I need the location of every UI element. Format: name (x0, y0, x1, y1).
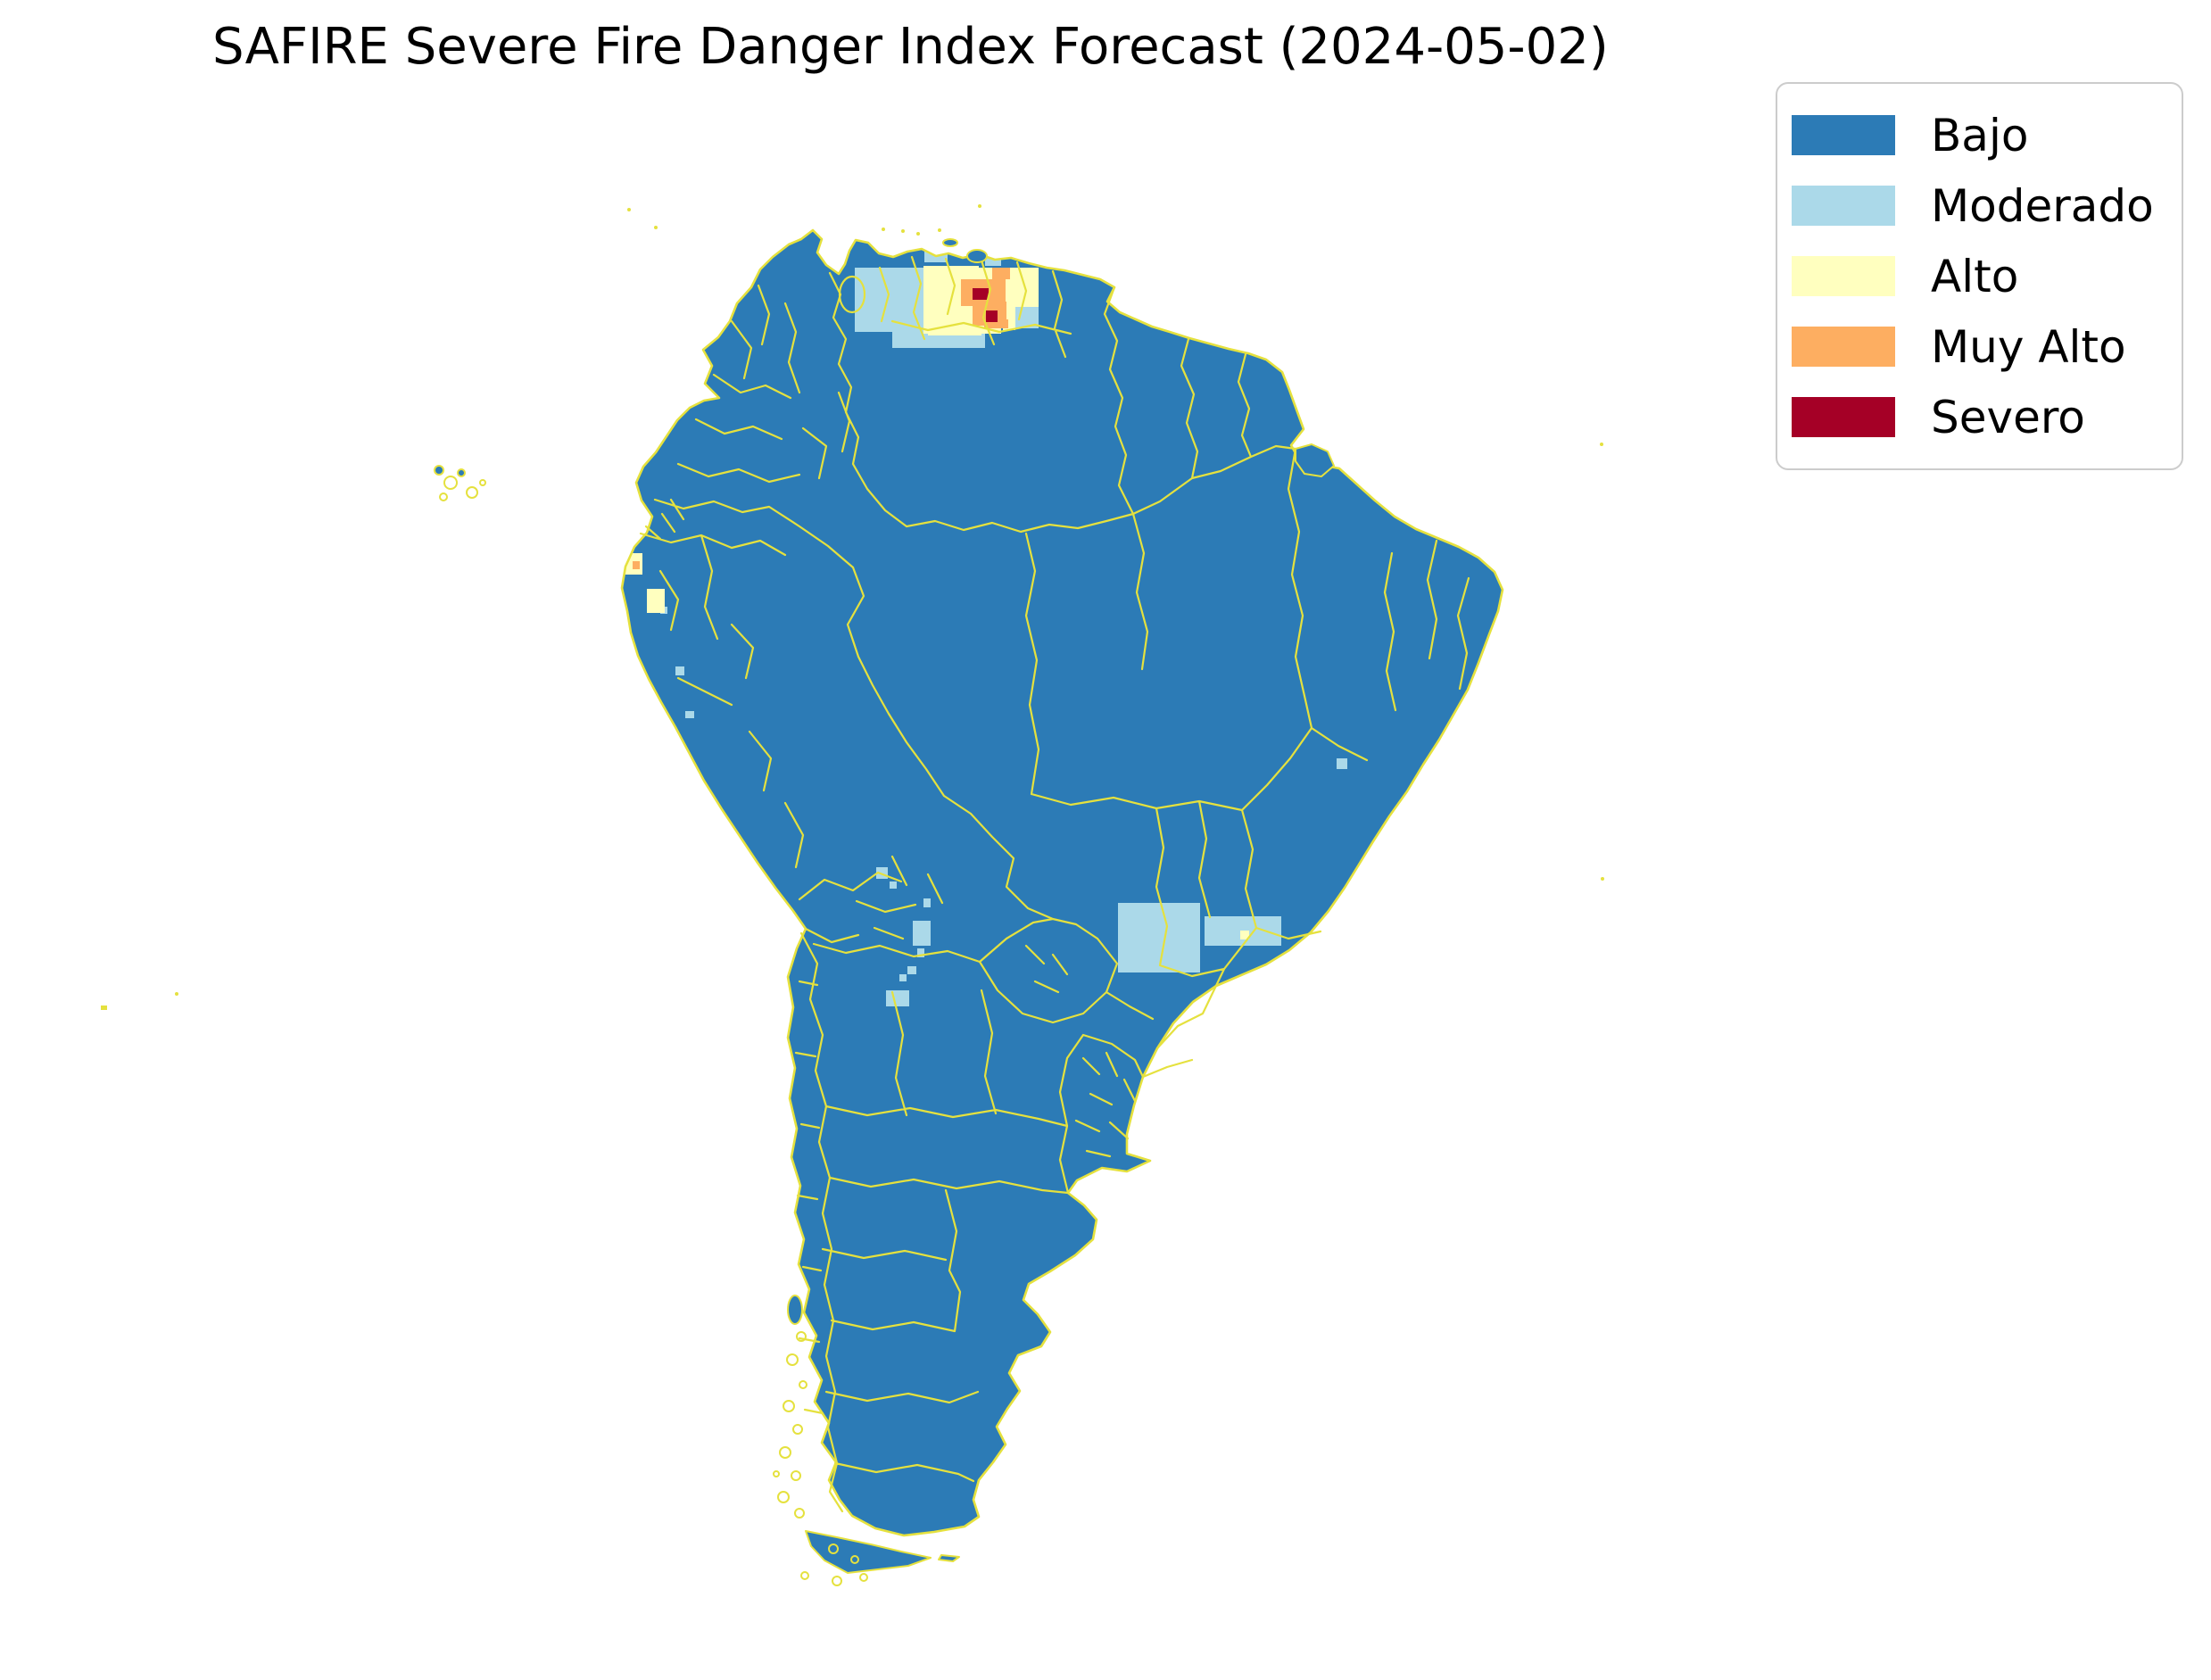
danger-cell-moderado (1337, 758, 1347, 769)
danger-cell-moderado (913, 921, 931, 946)
danger-cell-alto (1240, 931, 1249, 939)
danger-cell-moderado (899, 974, 907, 981)
legend-label-severo: Severo (1931, 391, 2085, 443)
margarita-island (942, 238, 958, 247)
legend-swatch-bajo (1792, 115, 1895, 155)
danger-cell-moderado (675, 666, 684, 675)
tierra-del-fuego-island (805, 1530, 932, 1574)
danger-cell-moderado (886, 990, 909, 1006)
legend-row-alto: Alto (1792, 241, 2158, 311)
legend-label-bajo: Bajo (1931, 109, 2029, 161)
danger-cell-muy_alto (633, 561, 640, 569)
danger-cell-moderado (917, 948, 924, 957)
legend-row-bajo: Bajo (1792, 100, 2158, 170)
marajo-island (1295, 443, 1335, 477)
danger-cell-moderado (1162, 948, 1185, 964)
danger-cell-moderado (1118, 903, 1200, 972)
remote-island-speck (1600, 443, 1603, 446)
danger-cell-moderado (685, 711, 694, 718)
fire-danger-raster (625, 248, 1347, 1006)
legend-label-moderado: Moderado (1931, 179, 2154, 232)
danger-cell-muy_alto (992, 268, 1010, 279)
admin-boundaries (639, 255, 1470, 1513)
danger-cell-moderado (907, 966, 916, 974)
legend-label-alto: Alto (1931, 250, 2019, 302)
legend-row-severo: Severo (1792, 382, 2158, 452)
danger-cell-muy_alto (984, 319, 1008, 328)
danger-cell-moderado (985, 256, 1001, 266)
galapagos-island (439, 492, 448, 501)
danger-cell-alto (647, 589, 665, 613)
isla-de-los-estados (938, 1554, 960, 1562)
legend-row-muy-alto: Muy Alto (1792, 311, 2158, 382)
legend-swatch-severo (1792, 397, 1895, 437)
galapagos-island (457, 468, 466, 477)
legend-swatch-moderado (1792, 186, 1895, 226)
danger-cell-moderado (890, 881, 897, 889)
remote-island-speck (175, 992, 178, 996)
danger-cell-moderado (892, 332, 985, 348)
danger-cell-moderado (923, 898, 931, 907)
danger-cell-severo (973, 288, 989, 300)
trinidad-island (966, 249, 988, 263)
remote-island-speck (101, 1006, 107, 1010)
page-title: SAFIRE Severe Fire Danger Index Forecast… (212, 18, 1609, 76)
galapagos-island (466, 486, 478, 499)
lake-outline (838, 275, 866, 314)
chiloe-island (787, 1295, 803, 1325)
galapagos-island (443, 476, 458, 490)
remote-island-speck (1601, 877, 1604, 881)
legend-row-moderado: Moderado (1792, 170, 2158, 241)
legend-label-muy-alto: Muy Alto (1931, 320, 2126, 373)
legend-swatch-alto (1792, 256, 1895, 296)
legend-swatch-muy-alto (1792, 327, 1895, 367)
small-islands (101, 204, 1604, 1586)
legend: Bajo Moderado Alto Muy Alto Severo (1776, 82, 2183, 470)
danger-cell-severo (986, 310, 998, 322)
galapagos-island (479, 479, 486, 486)
galapagos-island (434, 465, 444, 476)
